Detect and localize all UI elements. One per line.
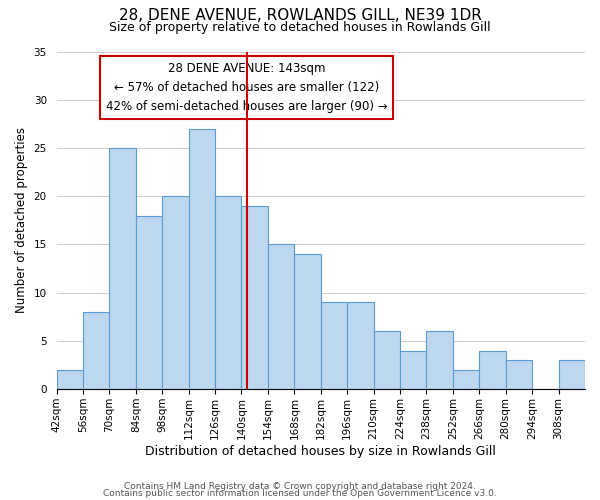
Bar [215,196,241,389]
Bar [295,254,321,389]
Bar [56,370,83,389]
Bar [188,128,215,389]
Bar [453,370,479,389]
Text: Contains public sector information licensed under the Open Government Licence v3: Contains public sector information licen… [103,488,497,498]
Bar [479,350,506,389]
Text: Contains HM Land Registry data © Crown copyright and database right 2024.: Contains HM Land Registry data © Crown c… [124,482,476,491]
Bar [268,244,295,389]
Bar [506,360,532,389]
Y-axis label: Number of detached properties: Number of detached properties [15,128,28,314]
Bar [321,302,347,389]
Bar [427,332,453,389]
Bar [162,196,188,389]
Text: Size of property relative to detached houses in Rowlands Gill: Size of property relative to detached ho… [109,21,491,34]
X-axis label: Distribution of detached houses by size in Rowlands Gill: Distribution of detached houses by size … [145,444,496,458]
Text: 28, DENE AVENUE, ROWLANDS GILL, NE39 1DR: 28, DENE AVENUE, ROWLANDS GILL, NE39 1DR [119,8,481,22]
Bar [241,206,268,389]
Bar [136,216,162,389]
Bar [109,148,136,389]
Bar [559,360,585,389]
Bar [374,332,400,389]
Bar [83,312,109,389]
Text: 28 DENE AVENUE: 143sqm
← 57% of detached houses are smaller (122)
42% of semi-de: 28 DENE AVENUE: 143sqm ← 57% of detached… [106,62,388,112]
Bar [347,302,374,389]
Bar [400,350,427,389]
